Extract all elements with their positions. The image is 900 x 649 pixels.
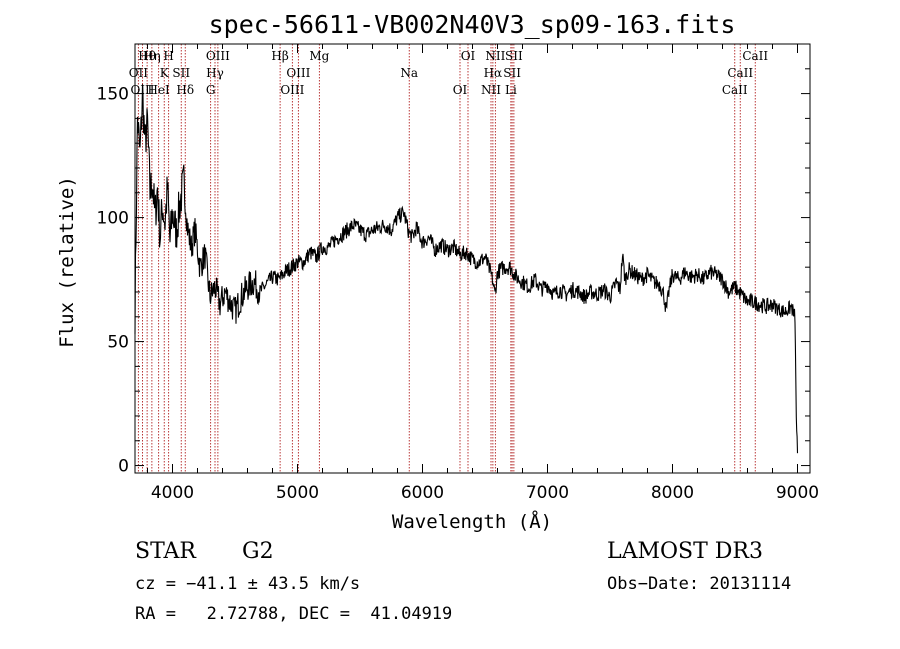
x-tick-label: 8000 bbox=[651, 483, 694, 503]
spectral-line-label: OII bbox=[129, 66, 149, 80]
spectral-line-label: Hγ bbox=[206, 66, 224, 80]
spectral-line-label: Li bbox=[505, 83, 517, 97]
spectral-line-label: CaII bbox=[727, 66, 753, 80]
spectral-line-label: SII bbox=[172, 66, 190, 80]
x-tick-label: 9000 bbox=[776, 483, 819, 503]
spectral-line-label: Hη bbox=[143, 49, 161, 63]
spectral-line-label: CaII bbox=[722, 83, 748, 97]
spectral-line-label: CaII bbox=[742, 49, 768, 63]
sky-coordinates: RA = 2.72788, DEC = 41.04919 bbox=[135, 604, 453, 624]
spectral-line-label: Hβ bbox=[271, 49, 288, 63]
x-axis-label: Wavelength (Å) bbox=[392, 510, 552, 533]
plot-frame bbox=[134, 43, 811, 474]
spectral-line-label: Mg bbox=[309, 49, 329, 63]
y-tick-label: 150 bbox=[97, 85, 129, 105]
spectral-line-label: K bbox=[160, 66, 170, 80]
x-tick-label: 5000 bbox=[276, 483, 319, 503]
object-subclass: G2 bbox=[242, 539, 274, 564]
redshift-velocity: cz = −41.1 ± 43.5 km/s bbox=[135, 574, 361, 594]
spectral-line-label: OI bbox=[453, 83, 468, 97]
spectral-line-label: SII bbox=[505, 49, 523, 63]
spectral-line-label: NII bbox=[481, 83, 501, 97]
spectral-line-label: SII bbox=[503, 66, 521, 80]
spectral-lines bbox=[137, 44, 756, 473]
spectral-line-label: OI bbox=[461, 49, 476, 63]
spectral-line-label: G bbox=[206, 83, 216, 97]
y-tick-label: 50 bbox=[107, 333, 129, 353]
flux-series bbox=[134, 84, 799, 454]
x-tick-label: 4000 bbox=[151, 483, 194, 503]
spectral-line-label: Hδ bbox=[176, 83, 194, 97]
survey-name: LAMOST DR3 bbox=[607, 539, 763, 564]
spectral-line-label: HeI bbox=[147, 83, 170, 97]
y-tick-label: 0 bbox=[118, 457, 129, 477]
y-tick-label: 100 bbox=[97, 209, 129, 229]
spectral-line-label: H bbox=[163, 49, 173, 63]
spectral-line-label: Hα bbox=[484, 66, 503, 80]
spectral-line-labels: HθOIIOIIIHηKHeIHSIIHδOIIIHγGHβOIIIOIIIMg… bbox=[129, 49, 769, 97]
observation-date: Obs−Date: 20131114 bbox=[607, 574, 792, 594]
spectral-line-label: Na bbox=[400, 66, 418, 80]
x-tick-label: 6000 bbox=[401, 483, 444, 503]
object-class: STAR bbox=[135, 539, 196, 564]
x-tick-label: 7000 bbox=[526, 483, 569, 503]
spectral-line-label: OIII bbox=[286, 66, 310, 80]
spectral-line-label: NII bbox=[485, 49, 505, 63]
spectral-line-label: OIII bbox=[280, 83, 304, 97]
y-axis-label: Flux (relative) bbox=[56, 176, 78, 348]
spectral-line-label: OIII bbox=[206, 49, 230, 63]
axis-ticks: 4000 5000 6000 7000 8000 9000 0 50 100 150 bbox=[97, 44, 819, 503]
chart-title: spec-56611-VB002N40V3_sp09-163.fits bbox=[209, 10, 736, 39]
spectral-line-label: Hθ bbox=[138, 49, 156, 63]
